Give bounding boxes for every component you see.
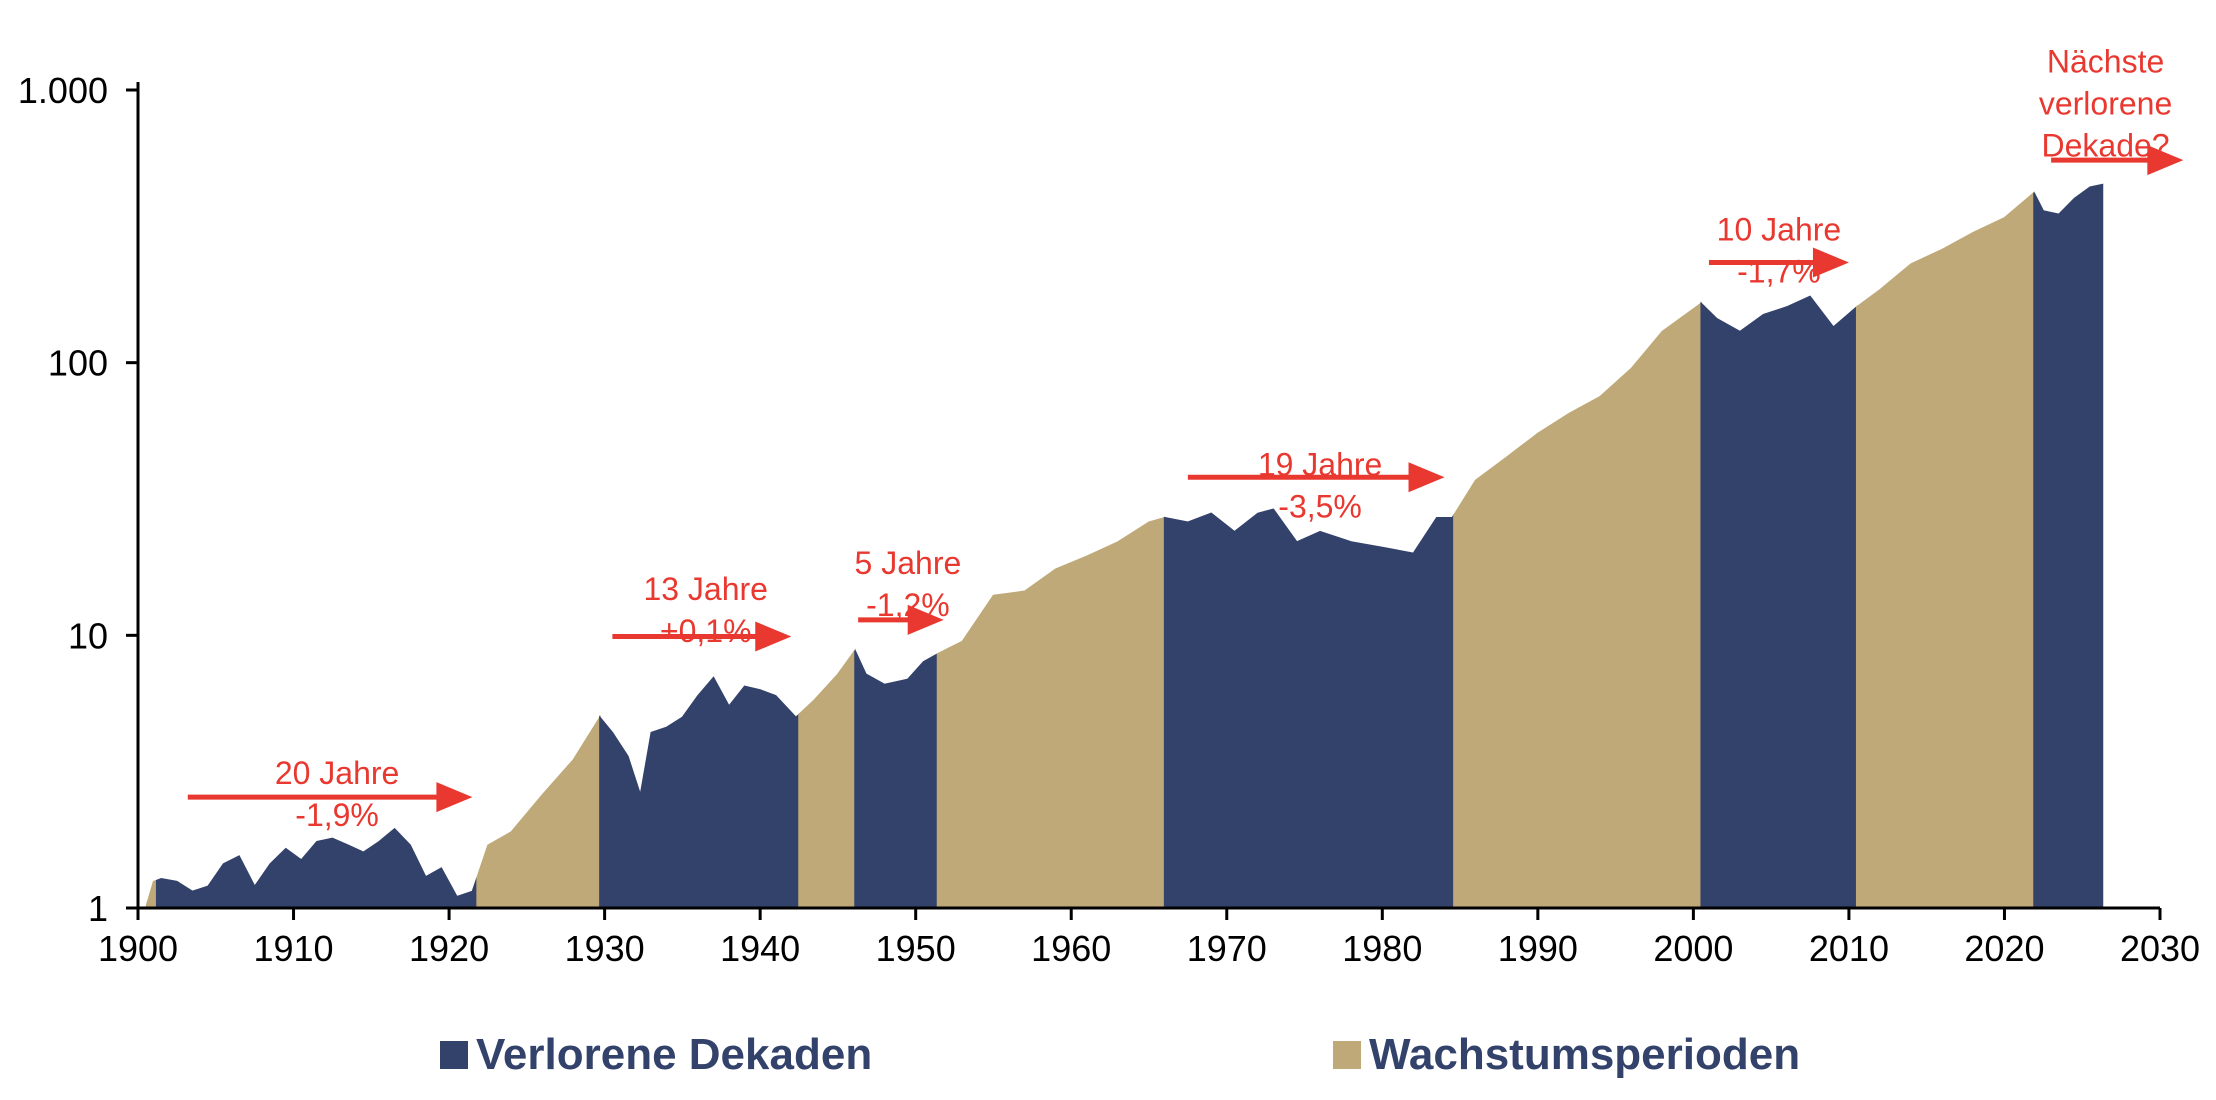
annotation-3-arrow-head (1408, 462, 1445, 493)
y-tick-label-100: 100 (48, 343, 108, 384)
x-tick-label-2010: 2010 (1809, 928, 1889, 969)
x-tick-label-1990: 1990 (1498, 928, 1578, 969)
annotation-4-line-1: -1,7% (1737, 254, 1821, 290)
growth-period-area-8 (1453, 301, 1702, 909)
lost-decade-area-3 (599, 676, 800, 909)
annotation-1-line-0: 13 Jahre (643, 571, 768, 607)
x-tick-label-2030: 2030 (2120, 928, 2200, 969)
annotation-1-line-1: +0,1% (660, 613, 752, 649)
annotation-5-arrow-head (2147, 145, 2184, 176)
annotation-2-line-0: 5 Jahre (855, 545, 962, 581)
growth-period-area-6 (936, 516, 1166, 909)
y-tick-label-1: 1 (88, 888, 108, 929)
annotation-0-line-0: 20 Jahre (275, 755, 400, 791)
annotation-0-arrow-head (436, 782, 473, 813)
legend-label-growth: Wachstumsperioden (1369, 1030, 1801, 1079)
annotation-4-line-0: 10 Jahre (1717, 212, 1842, 248)
x-tick-label-1940: 1940 (720, 928, 800, 969)
y-tick-label-10: 10 (68, 615, 108, 656)
x-tick-label-1920: 1920 (409, 928, 489, 969)
x-tick-label-1950: 1950 (876, 928, 956, 969)
y-tick-label-1000: 1.000 (18, 70, 108, 111)
legend-swatch-growth (1333, 1041, 1361, 1069)
legend-lost-decades: Verlorene Dekaden (440, 1030, 872, 1080)
x-tick-label-1900: 1900 (98, 928, 178, 969)
x-tick-label-1980: 1980 (1342, 928, 1422, 969)
annotation-3-line-1: -3,5% (1278, 489, 1362, 525)
x-tick-label-2020: 2020 (1964, 928, 2044, 969)
growth-period-area-0 (144, 879, 158, 909)
growth-period-area-2 (476, 714, 601, 909)
x-tick-label-1970: 1970 (1187, 928, 1267, 969)
annotation-4-arrow-head (1812, 247, 1849, 278)
annotation-0-line-1: -1,9% (295, 797, 379, 833)
legend-label-lost: Verlorene Dekaden (476, 1030, 873, 1079)
annotation-5-line-1: verlorene (2039, 85, 2172, 121)
x-tick-label-2000: 2000 (1653, 928, 1733, 969)
growth-period-area-4 (798, 648, 856, 909)
lost-decade-area-11 (2033, 183, 2104, 909)
lost-decade-area-5 (854, 650, 939, 909)
growth-period-area-10 (1855, 191, 2035, 909)
chart-svg: 1 10 100 1.000 1900 1910 1920 1930 1940 1950 1960 1… (18, 43, 2200, 969)
legend-growth-periods: Wachstumsperioden (1333, 1030, 1800, 1080)
annotation-1-arrow-head (755, 621, 792, 652)
lost-decade-area-9 (1700, 295, 1858, 909)
x-tick-label-1930: 1930 (565, 928, 645, 969)
lost-decade-area-1 (155, 827, 478, 909)
annotation-5-line-0: Nächste (2047, 43, 2164, 79)
lost-decade-area-7 (1163, 508, 1455, 909)
x-tick-label-1910: 1910 (253, 928, 333, 969)
annotation-2-arrow-head (907, 604, 944, 635)
x-tick-label-1960: 1960 (1031, 928, 1111, 969)
legend-swatch-lost (440, 1041, 468, 1069)
